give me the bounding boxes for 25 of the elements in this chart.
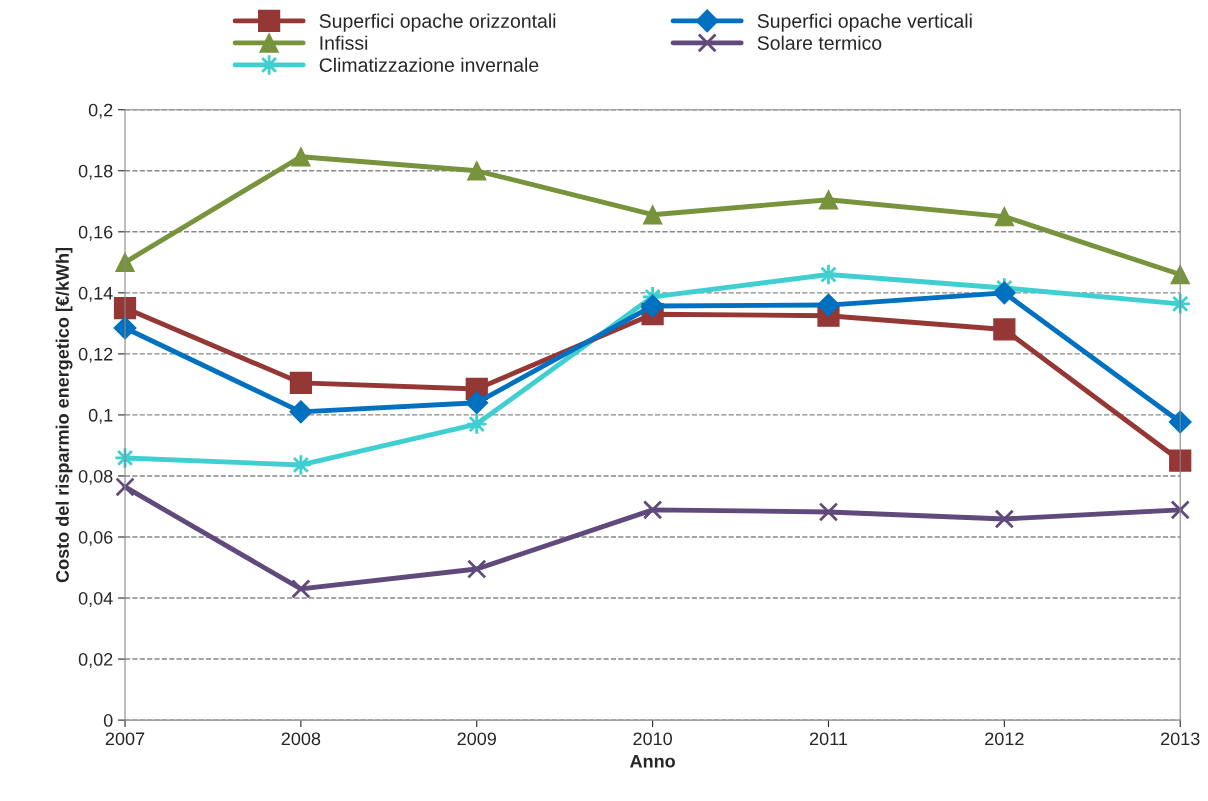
x-tick-label: 2008 [281, 732, 321, 746]
legend-label: Superfici opache orizzontali [319, 13, 556, 32]
x-tick-label: 2012 [985, 732, 1024, 746]
x-tick-label: 2009 [457, 732, 496, 746]
x-axis-title: Anno [630, 754, 675, 768]
x-tick-label: 2010 [633, 732, 672, 746]
x-tick-label: 2013 [1161, 732, 1200, 746]
y-tick-label: 0,06 [78, 530, 113, 546]
y-tick-label: 0,04 [78, 591, 113, 607]
y-tick-label: 0,12 [78, 347, 113, 363]
y-tick-label: 0,18 [78, 164, 113, 180]
y-axis-title: Costo del risparmio energetico [€/kWh] [55, 247, 73, 583]
y-tick-label: 0,02 [78, 653, 113, 668]
legend-label: Superfici opache verticali [757, 13, 972, 32]
y-tick-label: 0 [103, 714, 113, 727]
legend-label: Climatizzazione invernale [319, 57, 539, 72]
y-tick-label: 0,08 [78, 469, 113, 485]
legend-label: Solare termico [757, 35, 882, 50]
legend-label: Infissi [320, 35, 368, 50]
x-tick-label: 2011 [809, 732, 848, 746]
x-tick-label: 2007 [105, 732, 145, 746]
y-tick-label: 0,14 [78, 286, 113, 302]
y-tick-label: 0,1 [88, 408, 113, 424]
y-tick-label: 0,2 [88, 103, 113, 119]
y-tick-label: 0,16 [78, 225, 113, 241]
